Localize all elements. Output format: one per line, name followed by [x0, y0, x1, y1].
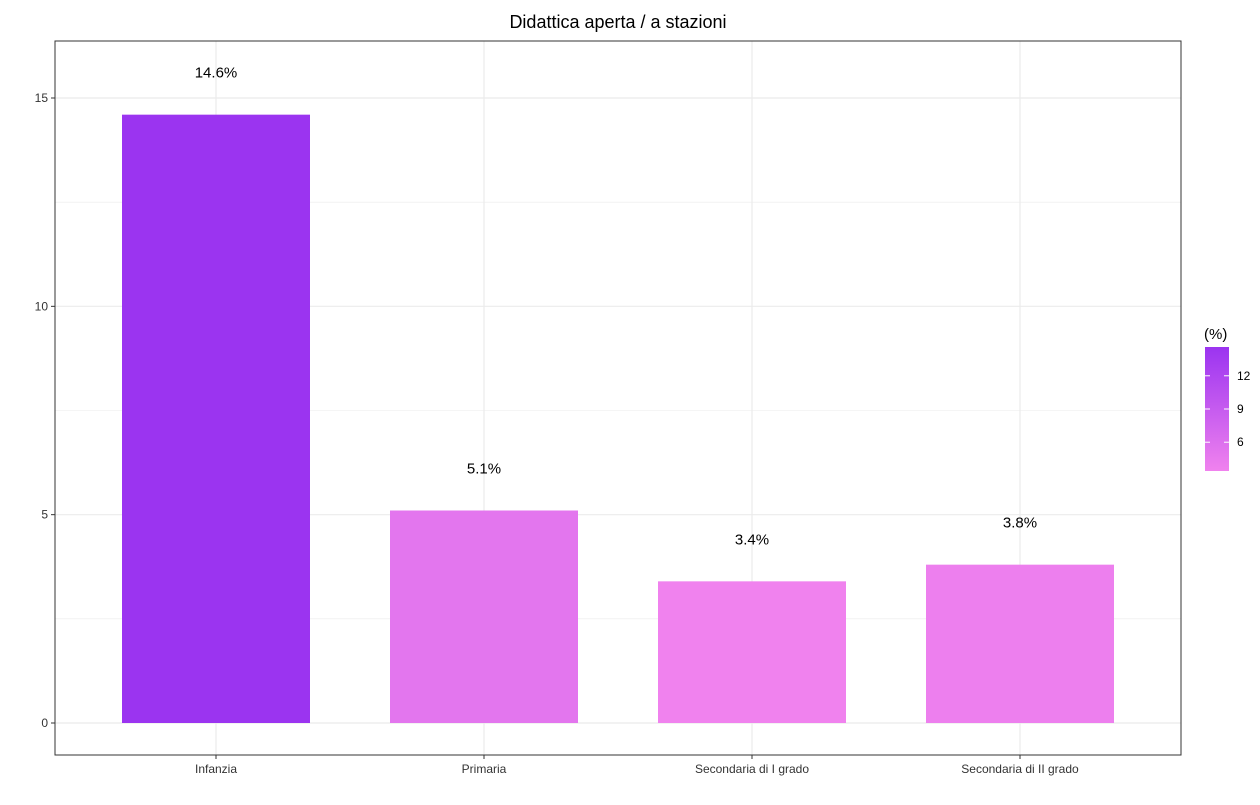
data-label-0: 14.6%: [195, 65, 238, 82]
x-tick-label: Secondaria di II grado: [961, 762, 1079, 776]
data-label-3: 3.8%: [1003, 515, 1037, 532]
x-axis: Infanzia Primaria Secondaria di I grado Sec…: [195, 755, 1079, 776]
legend-tick-label: 9: [1237, 402, 1244, 416]
bar-2: [658, 581, 846, 723]
legend: (%) 6 9 12: [1204, 326, 1251, 471]
y-axis: 0 5 10 15: [35, 91, 55, 730]
plot-panel: 14.6% 5.1% 3.4% 3.8%: [54, 40, 1182, 756]
legend-ticks: 6 9 12: [1205, 369, 1251, 449]
panel-border: [54, 40, 1182, 756]
bars: [122, 114, 1114, 723]
data-label-2: 3.4%: [735, 531, 769, 548]
bar-0: [122, 114, 310, 723]
data-labels: 14.6% 5.1% 3.4% 3.8%: [195, 65, 1037, 549]
legend-title: (%): [1204, 326, 1227, 343]
chart-title: Didattica aperta / a stazioni: [509, 12, 726, 32]
data-label-1: 5.1%: [467, 461, 501, 478]
y-tick-label: 10: [35, 299, 49, 313]
legend-tick-label: 6: [1237, 435, 1244, 449]
x-tick-label: Secondaria di I grado: [695, 762, 809, 776]
y-tick-label: 15: [35, 91, 49, 105]
y-tick-label: 0: [41, 716, 48, 730]
bar-1: [390, 510, 578, 723]
x-tick-label: Infanzia: [195, 762, 237, 776]
bar-3: [926, 564, 1114, 723]
legend-tick-label: 12: [1237, 369, 1251, 383]
y-tick-label: 5: [41, 508, 48, 522]
x-tick-label: Primaria: [462, 762, 507, 776]
